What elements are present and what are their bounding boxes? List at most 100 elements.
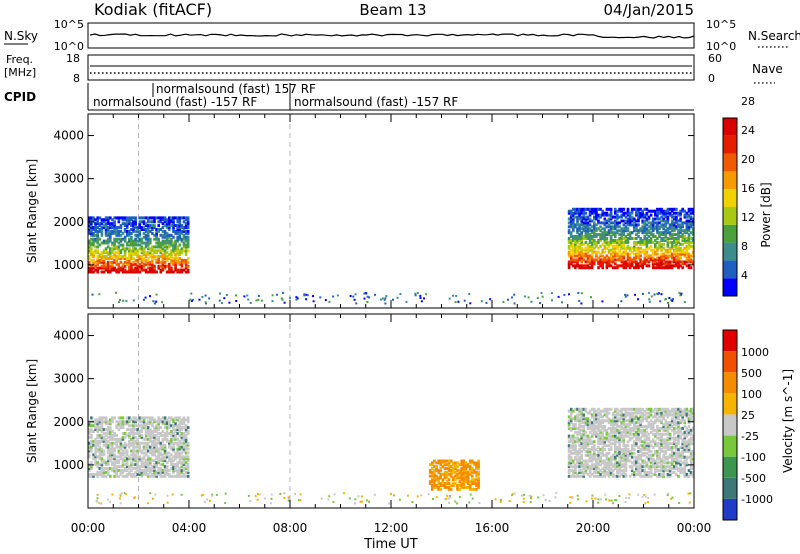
data-cell [675,448,678,451]
data-cell [578,209,581,213]
data-cell [157,237,160,241]
data-cell [660,264,663,268]
data-cell [178,218,182,222]
data-cell [622,413,626,417]
data-cell [115,455,118,459]
data-cell [178,228,182,231]
data-cell [588,213,592,217]
data-cell [574,430,577,434]
data-cell [180,474,184,478]
data-cell [159,474,163,478]
data-cell [611,457,615,461]
data-cell [654,258,657,262]
data-cell [452,461,455,465]
data-cell [687,240,691,244]
data-cell [132,226,135,230]
data-cell [471,480,474,484]
data-cell [588,262,592,266]
data-cell [111,443,114,447]
data-cell [153,249,156,253]
data-cell [132,239,135,243]
data-cell [656,227,659,231]
data-cell [431,484,434,487]
data-cell [161,264,165,268]
data-cell [449,472,453,476]
data-cell [643,425,647,428]
data-cell [691,231,695,235]
data-cell [140,449,144,453]
data-cell [593,407,596,411]
data-cell [572,434,575,438]
data-cell [149,416,152,420]
data-cell [115,262,118,266]
data-cell [174,245,177,249]
data-cell [662,409,665,413]
data-cell [186,457,190,461]
data-cell [157,451,160,455]
data-cell [165,455,169,459]
data-cell [656,463,659,467]
data-cell [681,229,684,233]
data-cell [605,430,609,434]
data-cell [163,433,167,437]
data-cell [649,409,653,413]
data-cell [464,470,468,474]
data-cell [572,217,575,221]
data-cell [611,442,615,446]
data-cell [622,421,626,425]
data-cell [136,457,139,461]
y-tick-label: 1000 [53,258,84,272]
data-cell [576,217,579,221]
data-cell [170,270,173,274]
data-cell [176,257,179,260]
data-cell [138,222,142,226]
data-cell [130,228,133,231]
data-cell [679,231,682,235]
data-cell [658,244,661,248]
data-cell [88,422,91,426]
data-cell [115,233,118,237]
data-cell [599,254,602,258]
data-cell [96,455,99,459]
data-cell [186,463,190,467]
data-cell [616,453,619,457]
data-cell [607,469,611,473]
data-cell [651,223,655,227]
data-cell [683,254,687,258]
data-cell [443,476,447,480]
data-cell [425,293,428,296]
data-cell [149,241,152,245]
data-cell [687,213,691,217]
data-cell [90,472,93,476]
data-cell [468,459,472,463]
data-cell [628,465,632,469]
data-cell [574,207,577,211]
data-cell [98,224,102,228]
data-cell [614,419,617,423]
data-cell [94,228,97,231]
data-cell [128,255,131,259]
data-cell [601,432,604,436]
data-cell [691,221,695,225]
data-cell [595,223,598,227]
data-cell [572,465,575,469]
data-cell [146,463,150,467]
data-cell [121,270,125,274]
data-cell [590,415,594,419]
data-cell [90,222,93,226]
data-cell [572,258,575,262]
data-cell [170,453,173,457]
data-cell [616,244,619,248]
data-cell [590,440,594,444]
data-cell [462,470,466,474]
data-cell [580,465,583,469]
data-cell [392,298,394,301]
data-cell [155,260,158,264]
data-cell [157,447,160,451]
data-cell [113,224,116,228]
data-cell [149,461,152,465]
data-cell [628,223,632,227]
data-cell [155,455,158,459]
data-cell [433,459,436,463]
data-cell [159,420,163,424]
